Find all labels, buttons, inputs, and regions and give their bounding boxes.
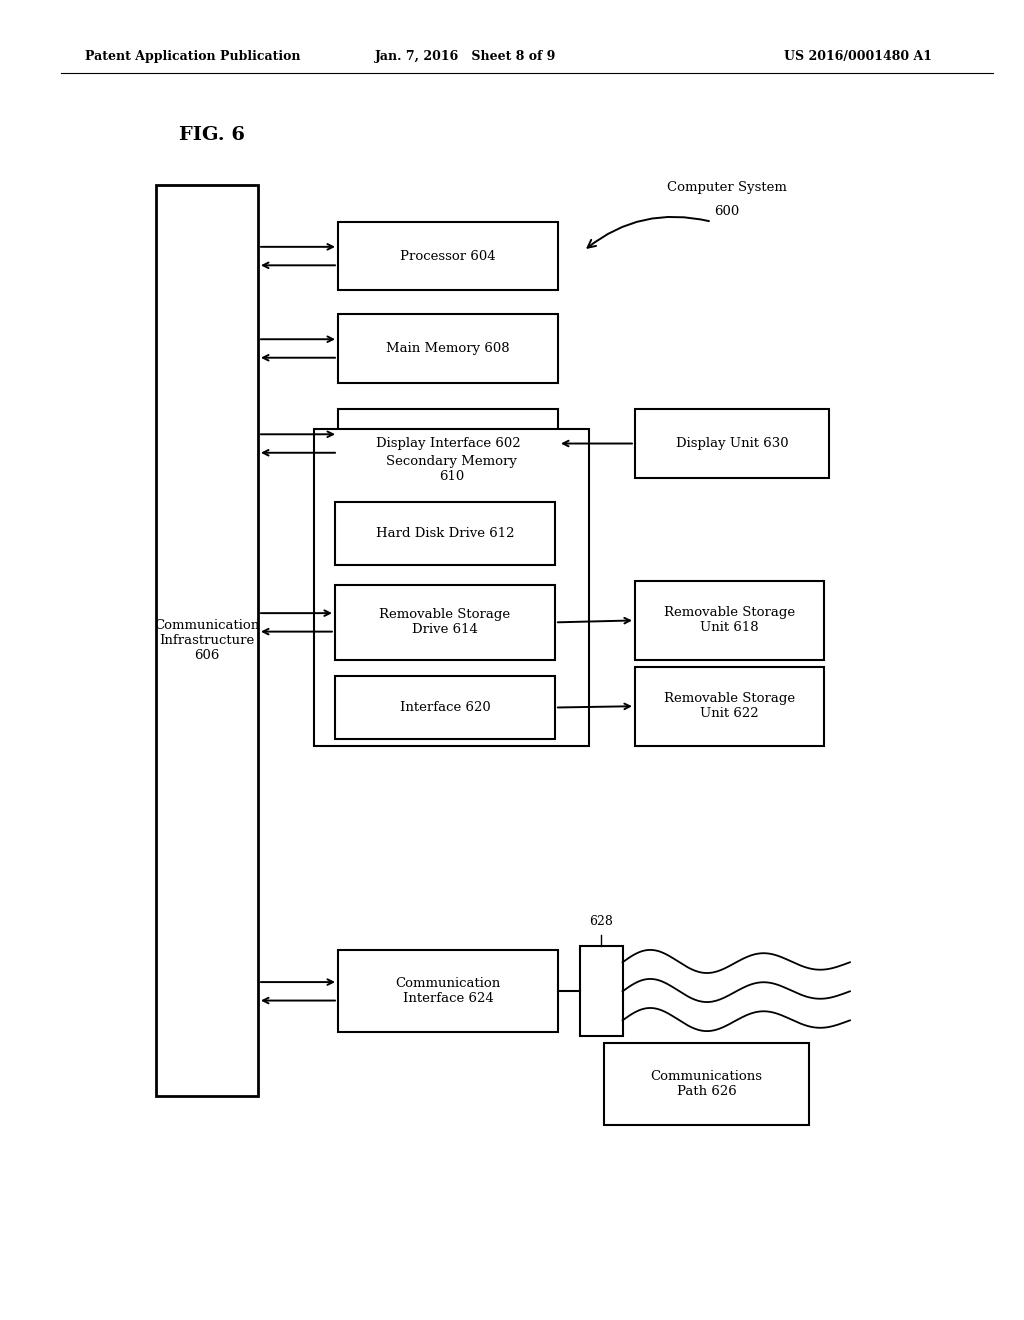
Bar — [335, 502, 555, 565]
Text: Main Memory 608: Main Memory 608 — [386, 342, 510, 355]
Text: Computer System: Computer System — [667, 181, 787, 194]
Bar — [338, 222, 558, 290]
Text: FIG. 6: FIG. 6 — [179, 125, 245, 144]
Bar — [580, 946, 623, 1036]
Bar — [314, 429, 589, 746]
Text: US 2016/0001480 A1: US 2016/0001480 A1 — [783, 50, 932, 63]
Text: Processor 604: Processor 604 — [400, 249, 496, 263]
Text: Removable Storage
Drive 614: Removable Storage Drive 614 — [379, 609, 511, 636]
Bar — [635, 667, 824, 746]
Text: Communications
Path 626: Communications Path 626 — [650, 1069, 763, 1098]
Bar — [635, 409, 829, 478]
Text: 600: 600 — [715, 205, 739, 218]
Text: Patent Application Publication: Patent Application Publication — [85, 50, 300, 63]
Text: 628: 628 — [589, 915, 613, 928]
Text: Removable Storage
Unit 622: Removable Storage Unit 622 — [664, 692, 796, 721]
Bar — [338, 409, 558, 478]
Text: Jan. 7, 2016   Sheet 8 of 9: Jan. 7, 2016 Sheet 8 of 9 — [375, 50, 557, 63]
Bar — [335, 676, 555, 739]
Text: Display Interface 602: Display Interface 602 — [376, 437, 520, 450]
Bar — [335, 585, 555, 660]
Text: Communication
Infrastructure
606: Communication Infrastructure 606 — [155, 619, 259, 661]
Text: Removable Storage
Unit 618: Removable Storage Unit 618 — [664, 606, 796, 635]
Text: Display Unit 630: Display Unit 630 — [676, 437, 788, 450]
Bar — [338, 314, 558, 383]
Bar — [338, 950, 558, 1032]
Text: Secondary Memory
610: Secondary Memory 610 — [386, 454, 517, 483]
Text: Communication
Interface 624: Communication Interface 624 — [395, 977, 501, 1006]
Bar — [604, 1043, 809, 1125]
Text: Interface 620: Interface 620 — [399, 701, 490, 714]
Text: Hard Disk Drive 612: Hard Disk Drive 612 — [376, 527, 514, 540]
Bar — [156, 185, 258, 1096]
Bar — [635, 581, 824, 660]
